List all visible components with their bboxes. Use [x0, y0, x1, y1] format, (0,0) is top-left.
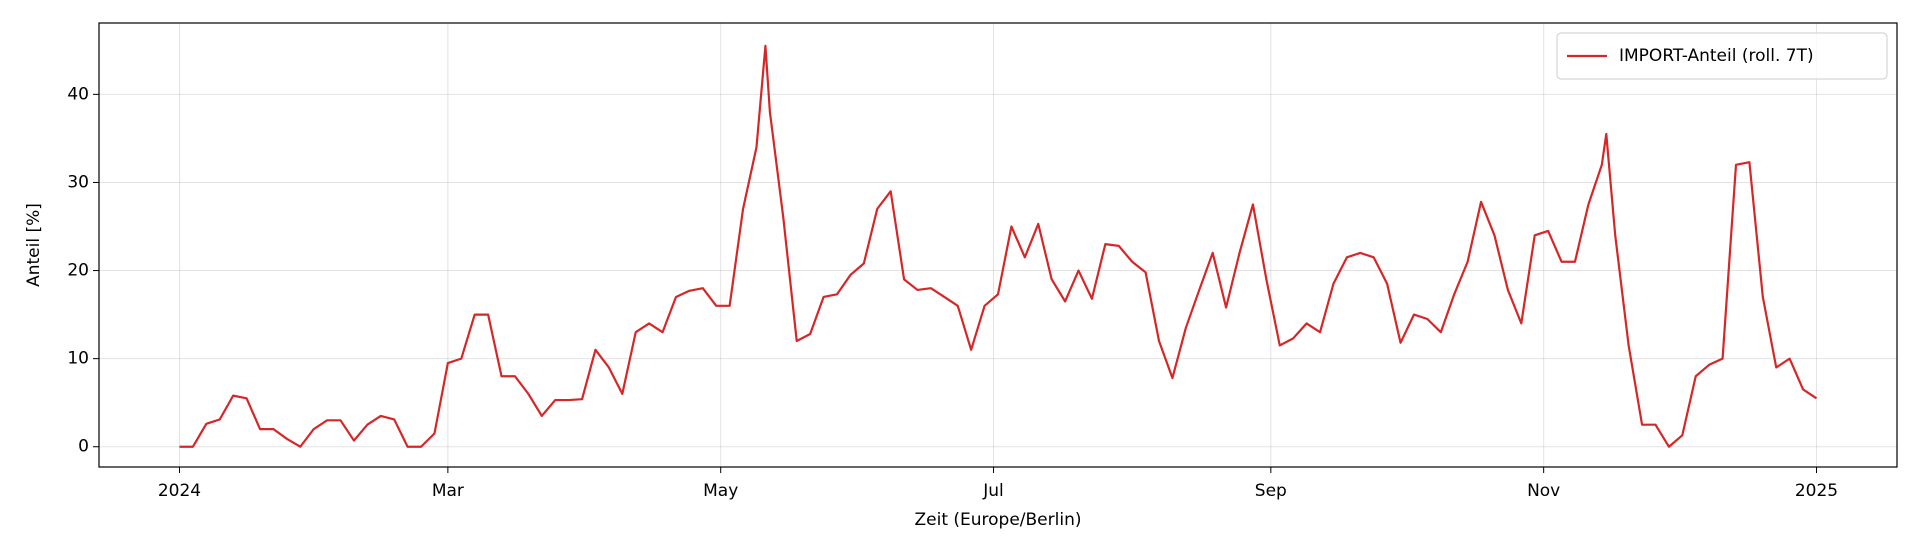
legend-label: IMPORT-Anteil (roll. 7T) — [1619, 46, 1814, 66]
y-tick-label: 20 — [67, 261, 89, 281]
y-axis-label: Anteil [%] — [24, 203, 44, 287]
y-tick-label: 30 — [67, 172, 89, 192]
plot-frame — [98, 22, 1898, 468]
x-tick-label: 2024 — [158, 481, 201, 501]
line — [179, 44, 1818, 448]
x-tick-label: Mar — [432, 481, 464, 501]
legend-box — [1556, 32, 1888, 80]
y-tick-label: 0 — [78, 437, 89, 457]
x-tick-label: Jul — [982, 481, 1004, 501]
legend: IMPORT-Anteil (roll. 7T) — [1556, 32, 1888, 80]
y-tick-label: 40 — [67, 84, 89, 104]
y-tick-label: 10 — [67, 349, 89, 369]
x-tick-label: Nov — [1527, 481, 1560, 501]
x-tick-label: Sep — [1255, 481, 1287, 501]
x-axis-label: Zeit (Europe/Berlin) — [914, 510, 1081, 530]
x-tick-label: 2025 — [1795, 481, 1838, 501]
x-tick-label: May — [703, 481, 738, 501]
